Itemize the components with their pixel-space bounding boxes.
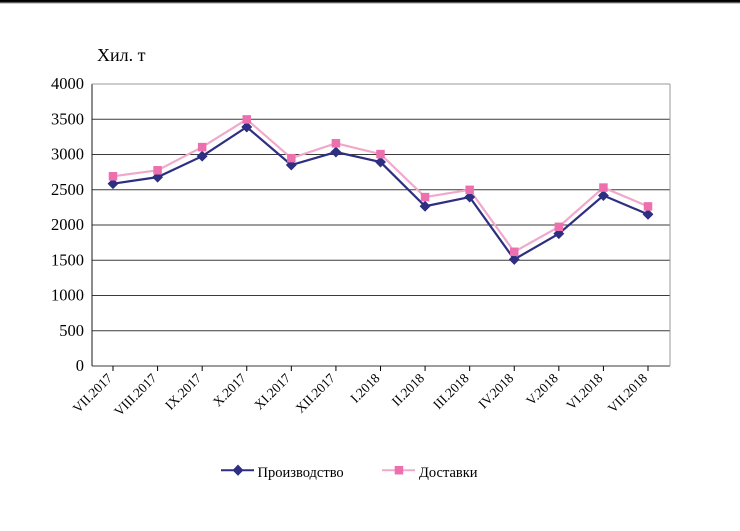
svg-text:XI.2017: XI.2017 bbox=[251, 370, 293, 412]
svg-text:X.2017: X.2017 bbox=[210, 370, 249, 409]
svg-text:I.2018: I.2018 bbox=[347, 370, 382, 405]
svg-text:1500: 1500 bbox=[51, 250, 84, 269]
svg-text:3500: 3500 bbox=[51, 109, 84, 128]
svg-text:VI.2018: VI.2018 bbox=[563, 370, 605, 412]
svg-text:IV.2018: IV.2018 bbox=[475, 370, 516, 411]
svg-text:500: 500 bbox=[59, 321, 84, 340]
svg-text:2000: 2000 bbox=[51, 215, 84, 234]
svg-text:0: 0 bbox=[76, 356, 84, 375]
svg-text:VII.2018: VII.2018 bbox=[605, 370, 651, 416]
svg-text:II.2018: II.2018 bbox=[389, 370, 428, 409]
svg-text:1000: 1000 bbox=[51, 286, 84, 305]
svg-text:2500: 2500 bbox=[51, 180, 84, 199]
svg-text:III.2018: III.2018 bbox=[430, 370, 472, 412]
svg-text:Хил. т: Хил. т bbox=[97, 45, 146, 65]
svg-text:XII.2017: XII.2017 bbox=[293, 370, 339, 416]
svg-text:VIII.2017: VIII.2017 bbox=[111, 370, 160, 419]
svg-text:3000: 3000 bbox=[51, 145, 84, 164]
svg-text:IX.2017: IX.2017 bbox=[162, 370, 204, 412]
svg-text:Доставки: Доставки bbox=[419, 465, 478, 481]
svg-text:4000: 4000 bbox=[51, 74, 84, 93]
svg-text:Производство: Производство bbox=[258, 465, 344, 481]
svg-text:VII.2017: VII.2017 bbox=[70, 370, 116, 416]
svg-text:V.2018: V.2018 bbox=[523, 370, 561, 408]
